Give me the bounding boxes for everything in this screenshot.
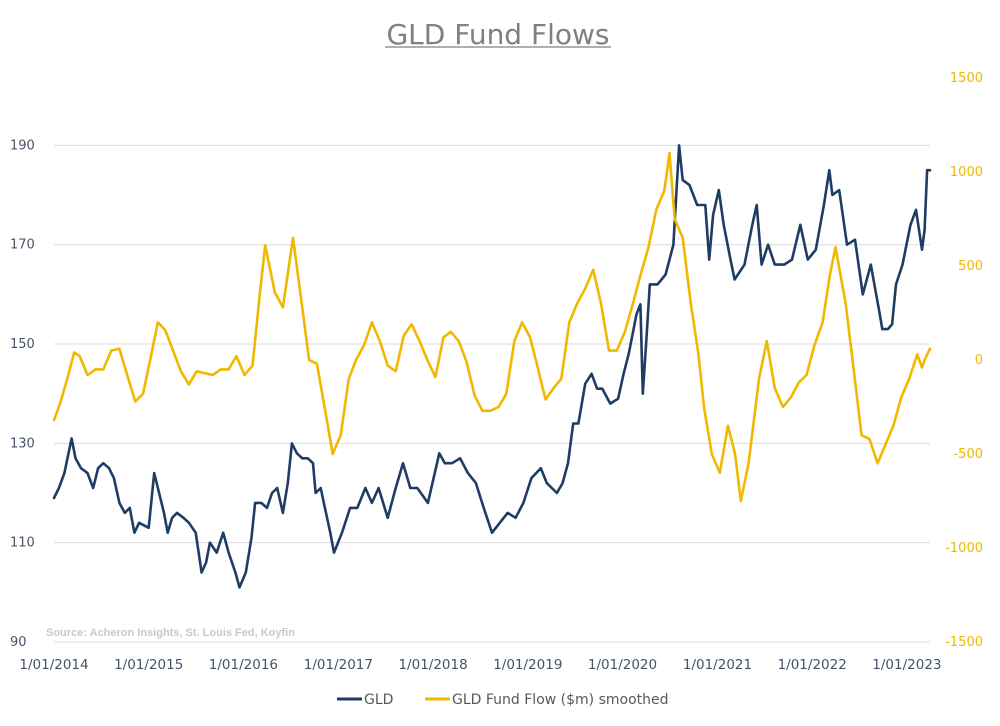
x-tick-2018: 1/01/2018	[398, 657, 467, 673]
right-y-tick-1000: -1000	[945, 541, 983, 556]
legend-label-fund-flow: GLD Fund Flow ($m) smoothed	[452, 692, 669, 708]
x-tick-2016: 1/01/2016	[209, 657, 278, 673]
x-tick-2021: 1/01/2021	[683, 657, 752, 673]
legend-label-gld: GLD	[364, 692, 393, 708]
right-y-tick-0: 0	[975, 353, 983, 368]
x-tick-2023: 1/01/2023	[872, 657, 941, 673]
x-tick-2022: 1/01/2022	[778, 657, 847, 673]
right-y-tick-1500: 1500	[950, 71, 983, 86]
right-y-tick-1000: 1000	[950, 165, 983, 180]
left-y-tick-130: 130	[10, 436, 35, 451]
legend: GLD GLD Fund Flow ($m) smoothed	[337, 692, 669, 708]
right-y-tick-1500: -1500	[945, 635, 983, 650]
x-tick-2014: 1/01/2014	[19, 657, 88, 673]
chart-title-group: GLD Fund Flows	[385, 18, 611, 51]
series-line-gld	[52, 144, 932, 589]
chart-title: GLD Fund Flows	[386, 18, 609, 51]
right-y-axis: -1500 -1000 -500 0 500 1000 1500	[945, 71, 983, 650]
x-axis: 1/01/2014 1/01/2015 1/01/2016 1/01/2017 1/01…	[19, 657, 941, 673]
left-y-axis: 90 110 130 150 170 190	[10, 138, 35, 650]
series-lines	[52, 144, 932, 589]
left-y-tick-150: 150	[10, 337, 35, 352]
x-tick-2017: 1/01/2017	[304, 657, 373, 673]
left-y-tick-110: 110	[10, 536, 35, 551]
right-y-tick-500: 500	[958, 259, 983, 274]
left-y-tick-170: 170	[10, 238, 35, 253]
right-y-tick-500: -500	[953, 447, 983, 462]
gridlines	[54, 144, 930, 643]
series-line-gld-fund-flow-m-smoothed	[52, 151, 932, 503]
x-tick-2019: 1/01/2019	[493, 657, 562, 673]
x-tick-2020: 1/01/2020	[588, 657, 657, 673]
left-y-tick-90: 90	[10, 635, 27, 650]
chart-source-note: Source: Acheron Insights, St. Louis Fed,…	[46, 627, 295, 639]
x-tick-2015: 1/01/2015	[114, 657, 183, 673]
left-y-tick-190: 190	[10, 138, 35, 153]
